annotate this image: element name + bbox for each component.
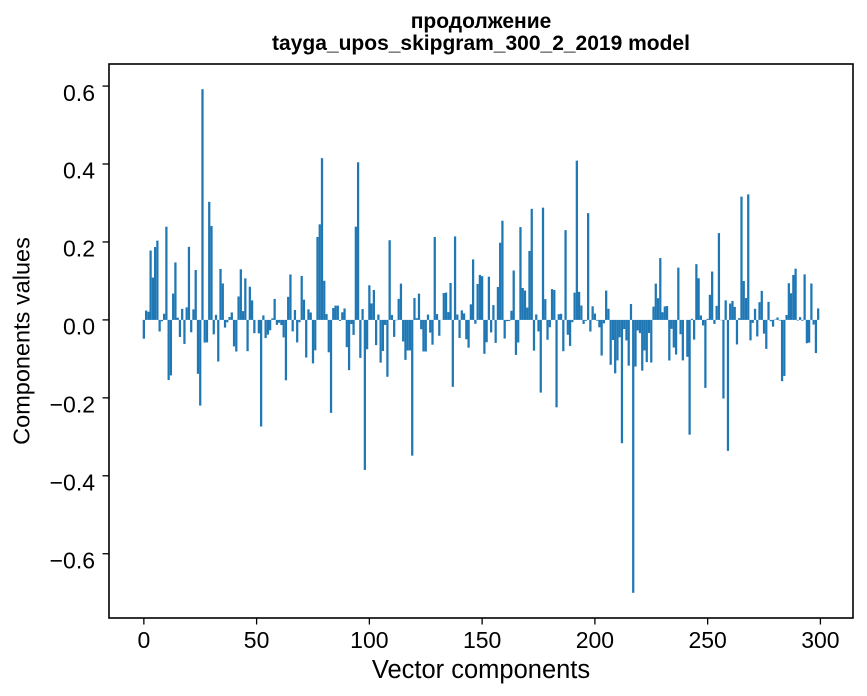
svg-text:0.6: 0.6	[63, 80, 95, 106]
svg-text:0.4: 0.4	[63, 158, 95, 184]
svg-text:0: 0	[137, 627, 150, 653]
svg-text:0.0: 0.0	[63, 314, 95, 340]
svg-text:150: 150	[463, 627, 501, 653]
svg-text:200: 200	[576, 627, 614, 653]
svg-text:−0.2: −0.2	[50, 392, 95, 418]
svg-text:100: 100	[350, 627, 388, 653]
svg-text:−0.6: −0.6	[50, 547, 95, 573]
svg-text:50: 50	[244, 627, 270, 653]
svg-text:−0.4: −0.4	[50, 469, 96, 495]
svg-text:300: 300	[801, 627, 839, 653]
svg-text:0.2: 0.2	[63, 236, 95, 262]
svg-text:250: 250	[688, 627, 726, 653]
